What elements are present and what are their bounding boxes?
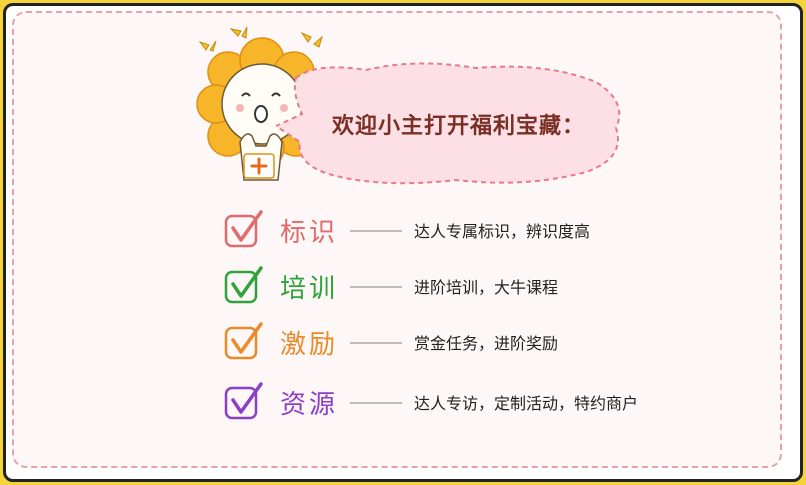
benefit-desc: 达人专访，定制活动，特约商户 [414, 394, 639, 413]
butterfly-icon [198, 26, 323, 52]
benefit-title: 标识 [280, 218, 339, 248]
divider-line [350, 286, 402, 288]
check-box-icon [224, 382, 263, 420]
divider-line [350, 402, 402, 404]
benefit-row-jili: 激励 赏金任务，进阶奖励 [0, 320, 806, 370]
divider-line [350, 342, 402, 344]
benefit-title: 培训 [280, 274, 339, 304]
check-box-icon [224, 266, 263, 304]
benefit-row-peixun: 培训 进阶培训，大牛课程 [0, 264, 806, 314]
benefit-desc: 达人专属标识，辨识度高 [414, 222, 591, 241]
check-box-icon [224, 322, 263, 360]
benefit-title: 激励 [280, 330, 339, 360]
benefit-desc: 进阶培训，大牛课程 [414, 278, 559, 297]
speech-bubble [276, 62, 621, 185]
benefit-desc: 赏金任务，进阶奖励 [414, 334, 559, 353]
welcome-heading: 欢迎小主打开福利宝藏： [332, 114, 586, 139]
benefit-row-biaoshi: 标识 达人专属标识，辨识度高 [0, 208, 806, 258]
benefit-row-ziyuan: 资源 达人专访，定制活动，特约商户 [0, 380, 806, 430]
divider-line [350, 230, 402, 232]
benefit-title: 资源 [280, 390, 339, 420]
check-box-icon [224, 210, 263, 248]
